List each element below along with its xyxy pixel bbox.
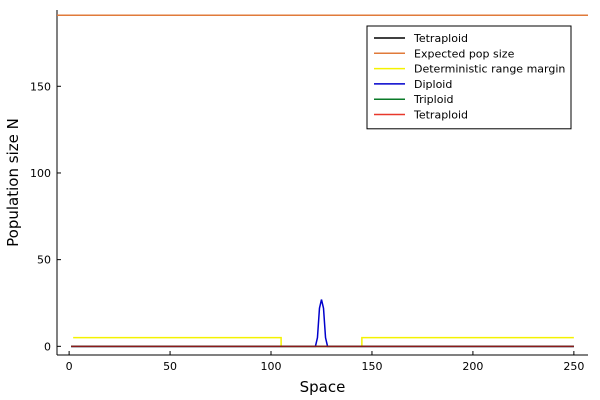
legend-box bbox=[366, 25, 572, 130]
legend: Tetraploid Expected pop size Deterministic… bbox=[366, 25, 572, 130]
series-line-diploid-3 bbox=[71, 299, 574, 348]
x-tick-label: 50 bbox=[163, 360, 177, 373]
legend-label: Expected pop size bbox=[414, 47, 515, 60]
y-axis-label: Population size N bbox=[4, 118, 22, 247]
x-tick-label: 200 bbox=[462, 360, 483, 373]
axes bbox=[56, 10, 588, 356]
x-tick-label: 250 bbox=[563, 360, 584, 373]
y-tick-label: 50 bbox=[37, 254, 51, 267]
y-ticks: 0 50 100 150 bbox=[30, 80, 61, 353]
series-group bbox=[57, 14, 588, 348]
legend-label: Diploid bbox=[414, 78, 452, 91]
x-tick-label: 100 bbox=[261, 360, 282, 373]
y-tick-label: 100 bbox=[30, 167, 51, 180]
x-tick-label: 150 bbox=[361, 360, 382, 373]
legend-label: Deterministic range margin bbox=[414, 63, 565, 76]
x-ticks: 0 50 100 150 200 250 bbox=[66, 351, 584, 373]
y-tick-label: 0 bbox=[44, 340, 51, 353]
legend-label: Triploid bbox=[413, 93, 454, 106]
legend-label: Tetraploid bbox=[413, 32, 468, 45]
legend-label: Tetraploid bbox=[413, 109, 468, 122]
x-tick-label: 0 bbox=[66, 360, 73, 373]
x-axis-label: Space bbox=[300, 378, 346, 396]
y-tick-label: 150 bbox=[30, 80, 51, 93]
